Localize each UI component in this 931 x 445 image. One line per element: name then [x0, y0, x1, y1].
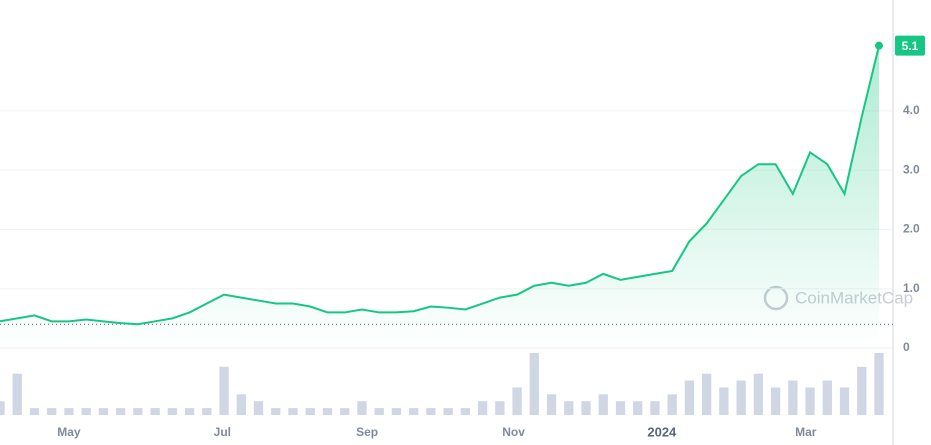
volume-bar — [581, 401, 591, 415]
volume-bar — [719, 387, 729, 415]
volume-bar — [443, 408, 453, 415]
volume-bar — [115, 408, 126, 415]
price-tag — [895, 35, 925, 56]
y-tick-label: 3.0 — [903, 162, 920, 176]
volume-bar — [0, 401, 5, 415]
volume-bar — [236, 394, 246, 415]
price-tag-label: 5.1 — [902, 39, 919, 53]
volume-bar — [81, 408, 91, 415]
volume-bar — [736, 380, 746, 415]
volume-bar — [150, 408, 160, 415]
price-line — [0, 45, 880, 326]
x-tick-label: 2024 — [647, 424, 677, 439]
volume-bar — [770, 387, 781, 415]
volume-bar — [271, 408, 281, 415]
volume-bar — [202, 408, 212, 415]
x-tick-label: May — [57, 425, 81, 439]
x-tick-label: Sep — [356, 425, 378, 439]
volume-bar — [874, 353, 884, 415]
volume-bar — [546, 394, 557, 415]
volume-bar — [822, 380, 832, 415]
price-area — [0, 45, 879, 349]
volume-bar — [667, 394, 677, 415]
x-tick-label: Jul — [214, 425, 231, 439]
volume-bar — [701, 373, 712, 415]
volume-bar — [495, 401, 505, 415]
volume-bar — [598, 394, 608, 415]
volume-bar — [857, 366, 867, 415]
x-tick-label: Mar — [795, 425, 817, 439]
volume-bar — [47, 408, 57, 415]
y-tick-label: 4.0 — [903, 103, 920, 117]
volume-bar — [633, 401, 643, 415]
volume-bar — [340, 408, 350, 415]
volume-bar — [426, 408, 436, 415]
volume-bar — [29, 408, 40, 415]
volume-bar — [460, 408, 471, 415]
volume-bar — [357, 401, 367, 415]
volume-bar — [408, 408, 419, 415]
volume-bar — [253, 401, 264, 415]
volume-bar — [805, 387, 815, 415]
volume-bar — [322, 408, 333, 415]
volume-bar — [788, 380, 798, 415]
y-tick-label: 2.0 — [903, 222, 920, 236]
volume-bar — [12, 373, 22, 415]
volume-bar — [305, 408, 315, 415]
volume-bar — [98, 408, 109, 415]
volume-bar — [650, 401, 660, 415]
volume-bar — [64, 408, 74, 415]
volume-bar — [477, 401, 488, 415]
volume-bar — [219, 366, 229, 415]
volume-bar — [167, 408, 178, 415]
volume-bar — [133, 408, 143, 415]
volume-bar — [753, 373, 764, 415]
volume-bar — [564, 401, 574, 415]
last-point — [875, 41, 883, 50]
y-tick-label: 1.0 — [903, 281, 920, 295]
volume-bar — [391, 408, 402, 415]
volume-bar — [529, 353, 539, 415]
volume-bar — [839, 387, 850, 415]
volume-bar — [615, 401, 626, 415]
y-tick-label: 0 — [903, 340, 910, 354]
volume-bar — [684, 380, 695, 415]
volume-bar — [512, 387, 522, 415]
volume-bar — [184, 408, 195, 415]
x-tick-label: Nov — [502, 425, 525, 439]
volume-bar — [374, 408, 384, 415]
volume-bar — [288, 408, 298, 415]
